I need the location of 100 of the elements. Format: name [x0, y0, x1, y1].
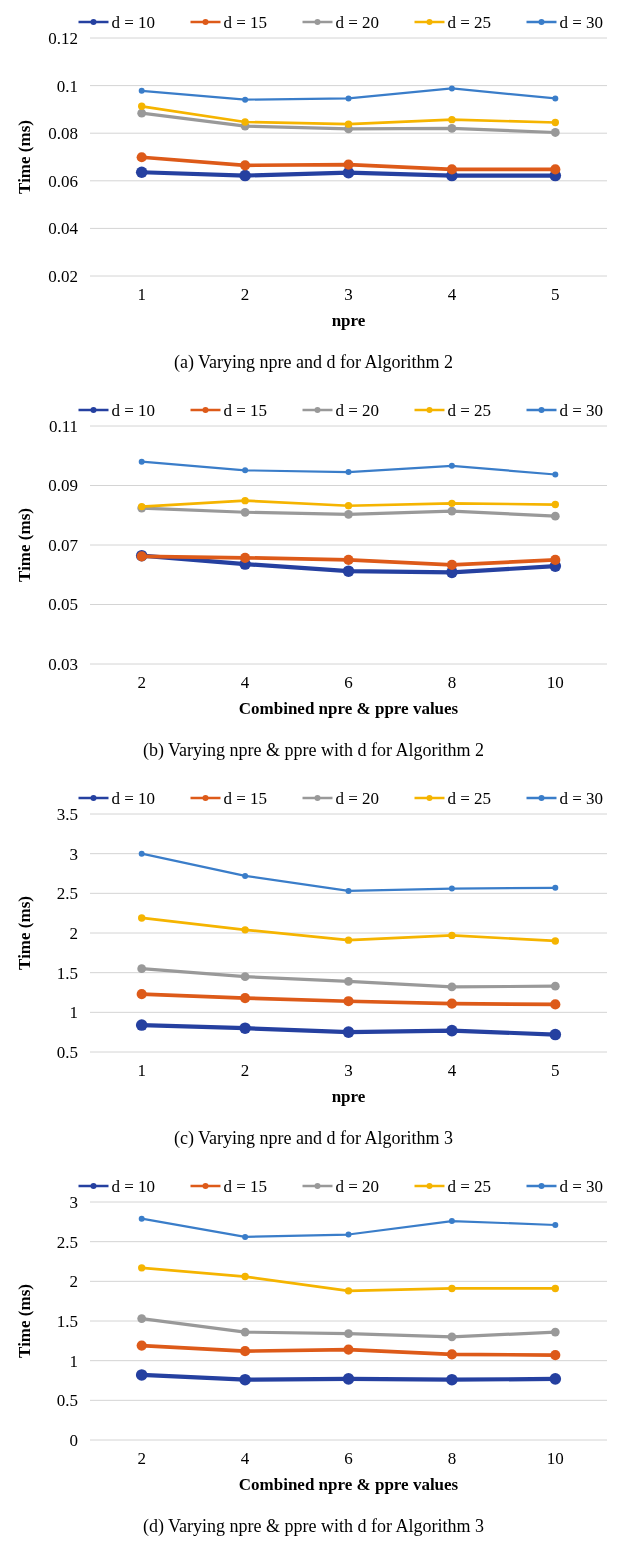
- y-axis-title: Time (ms): [15, 120, 34, 194]
- y-tick-label: 1: [69, 1351, 78, 1371]
- legend-label: d = 15: [223, 12, 268, 32]
- y-tick-label: 3: [69, 844, 78, 864]
- point: [344, 120, 353, 128]
- text: (c) Varying npre and d for Algorithm 3: [173, 1128, 454, 1149]
- x-tick-label: 4: [240, 1449, 250, 1468]
- point: [135, 166, 148, 179]
- point: [241, 926, 249, 934]
- y-tick-label: 2.5: [56, 1232, 78, 1252]
- legend-label: d = 10: [111, 12, 156, 32]
- point: [447, 124, 457, 133]
- point: [240, 1327, 250, 1337]
- point: [448, 85, 455, 92]
- point: [239, 169, 251, 182]
- point: [138, 87, 145, 94]
- point: [448, 1218, 455, 1225]
- point: [345, 1231, 352, 1238]
- point: [549, 1028, 562, 1041]
- y-tick-label: 0.11: [48, 416, 78, 436]
- point: [550, 511, 560, 521]
- legend-label: d = 10: [111, 1176, 156, 1196]
- y-tick-label: 0.02: [48, 266, 78, 286]
- point: [242, 872, 249, 879]
- point: [447, 506, 457, 516]
- point: [135, 1019, 148, 1031]
- y-tick-label: 0: [69, 1430, 78, 1450]
- y-tick-label: 1.5: [56, 1311, 78, 1331]
- point: [138, 458, 145, 465]
- y-tick-label: 1.5: [56, 963, 78, 983]
- y-tick-label: 0.5: [56, 1042, 78, 1062]
- y-tick-label: 2: [69, 923, 78, 943]
- point: [137, 1314, 147, 1324]
- point: [345, 887, 352, 894]
- x-axis-title: Combined npre & ppre values: [238, 699, 459, 718]
- y-tick-label: 0.05: [48, 595, 78, 615]
- x-tick-label: 4: [447, 1061, 457, 1080]
- point: [344, 1287, 353, 1295]
- text: (a) Varying npre and d for Algorithm 2: [173, 352, 454, 373]
- point: [240, 1346, 251, 1357]
- x-tick-label: 2: [137, 673, 146, 692]
- point: [136, 1340, 147, 1351]
- point: [240, 507, 250, 517]
- point: [448, 115, 456, 124]
- x-tick-label: 1: [137, 285, 146, 304]
- point: [240, 160, 251, 171]
- x-tick-label: 6: [344, 1449, 353, 1468]
- point: [137, 964, 147, 974]
- y-tick-label: 0.12: [48, 28, 78, 48]
- x-tick-label: 8: [447, 1449, 457, 1468]
- legend-label: d = 20: [335, 788, 380, 808]
- point: [343, 159, 354, 170]
- point: [343, 1344, 354, 1355]
- point: [446, 1349, 457, 1360]
- x-tick-label: 10: [546, 1449, 564, 1468]
- point: [344, 509, 353, 519]
- point: [551, 500, 559, 509]
- point: [550, 999, 561, 1010]
- point: [550, 1327, 560, 1337]
- point: [136, 152, 147, 163]
- point: [551, 1284, 559, 1293]
- x-tick-label: 1: [137, 1061, 146, 1080]
- point: [135, 1369, 148, 1381]
- y-tick-label: 0.09: [48, 476, 78, 496]
- point: [448, 499, 456, 508]
- point: [447, 982, 457, 992]
- point: [136, 988, 147, 1000]
- point: [343, 996, 354, 1007]
- y-tick-label: 0.06: [48, 171, 78, 191]
- point: [344, 502, 353, 510]
- point: [446, 1024, 458, 1037]
- x-axis-title: npre: [331, 1087, 366, 1106]
- point: [549, 1373, 562, 1385]
- point: [552, 1222, 559, 1229]
- point: [344, 976, 353, 986]
- legend-label: d = 10: [111, 788, 156, 808]
- legend-label: d = 30: [559, 1176, 604, 1196]
- point: [550, 128, 560, 137]
- legend-label: d = 25: [447, 788, 492, 808]
- point: [138, 102, 146, 111]
- point: [137, 108, 147, 118]
- y-tick-label: 2.5: [56, 884, 78, 904]
- point: [550, 981, 560, 991]
- legend-label: d = 20: [335, 1176, 380, 1196]
- y-axis-title: Time (ms): [15, 896, 34, 970]
- point: [552, 95, 559, 102]
- point: [552, 471, 559, 478]
- y-tick-label: 2: [69, 1272, 78, 1292]
- point: [242, 96, 249, 103]
- legend-label: d = 15: [223, 788, 268, 808]
- legend-label: d = 15: [223, 400, 268, 420]
- point: [551, 118, 559, 127]
- point: [448, 885, 455, 892]
- point: [342, 565, 355, 577]
- text: (d) Varying npre & ppre with d for Algorithm 3: [142, 1516, 485, 1537]
- y-axis-title: Time (ms): [15, 1284, 34, 1358]
- point: [241, 1272, 249, 1281]
- legend-label: d = 15: [223, 1176, 268, 1196]
- point: [138, 914, 146, 922]
- legend-label: d = 20: [335, 12, 380, 32]
